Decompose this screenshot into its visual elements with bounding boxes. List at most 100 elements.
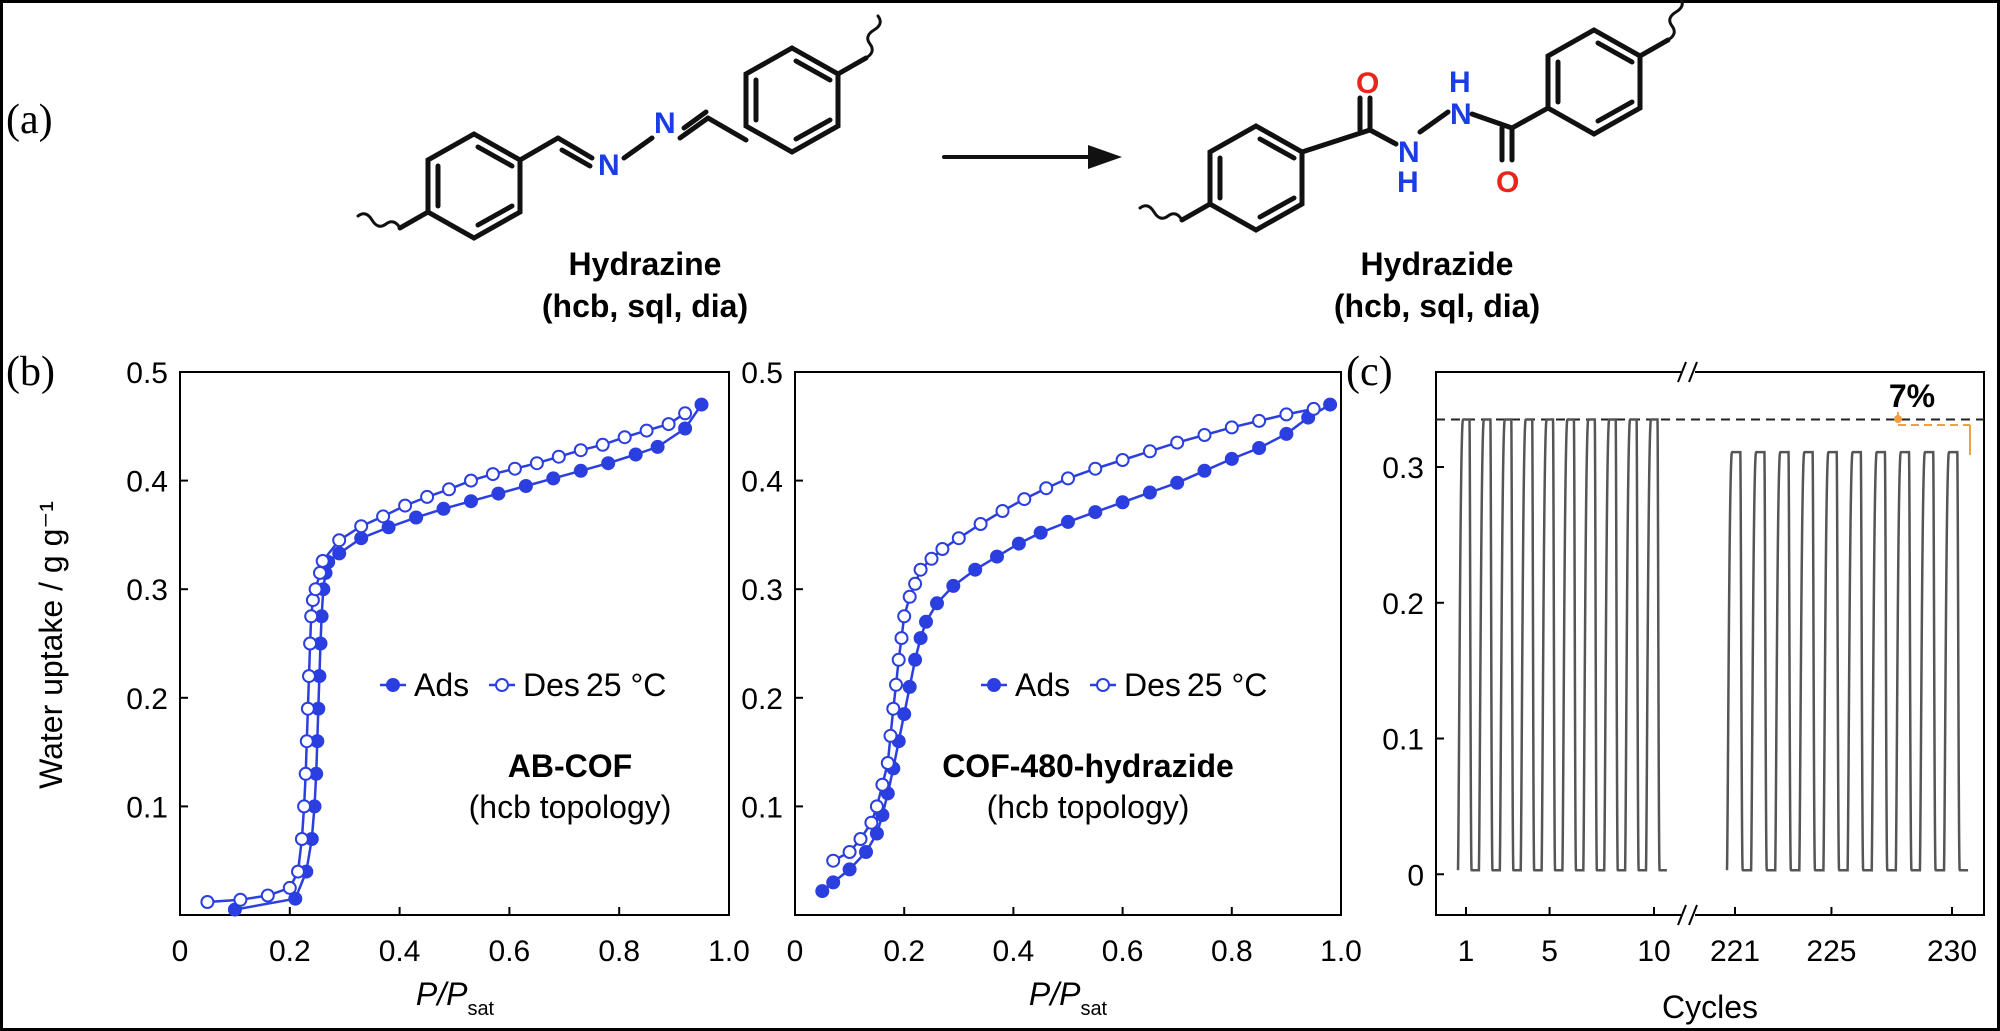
ring-double-bond	[793, 58, 833, 83]
sample-name: AB-COF	[508, 748, 632, 784]
data-point-ads	[815, 884, 830, 899]
data-point-des	[420, 489, 435, 504]
data-point-des	[902, 589, 917, 604]
data-point-des	[1142, 444, 1157, 459]
bond	[1179, 201, 1213, 223]
data-point-ads	[1224, 451, 1239, 466]
x-axis-title-sub: sat	[467, 998, 494, 1020]
hydrazine-structure	[356, 14, 882, 241]
data-point-des	[354, 519, 369, 534]
tick-group: 0 0.2 0.4 0.6 0.8 1.0 0.1 0.2 0.3 0.4 0.5	[741, 357, 1362, 968]
legend-ads-label: Ads	[414, 667, 469, 703]
data-point-des	[294, 832, 309, 846]
data-point-des	[894, 631, 909, 646]
legend-ads-marker	[386, 678, 400, 692]
data-point-des	[303, 636, 318, 651]
chart-cycling: Cycles 0 0.1 0.2 0.3 1 5 10 221 225 230 7%	[1382, 361, 1985, 1025]
bond	[1417, 109, 1451, 135]
x-axis-title: P/Psat	[1029, 976, 1108, 1020]
benzene-ring	[1207, 123, 1305, 233]
data-point-des	[842, 845, 857, 859]
data-point-des	[935, 542, 950, 556]
y-axis-title: Water uptake / g g⁻¹	[33, 501, 69, 789]
y-tick-label: 0.4	[126, 466, 168, 499]
data-point-des	[973, 517, 988, 531]
data-marks	[815, 397, 1338, 899]
hydrazide-topologies: (hcb, sql, dia)	[1334, 288, 1540, 324]
decay-marker	[1894, 415, 1902, 423]
bond	[705, 115, 749, 143]
wavy-bond	[356, 212, 402, 230]
x-tick-label: 221	[1710, 935, 1760, 968]
data-point-des	[1252, 413, 1267, 428]
ring-double-bond	[793, 117, 833, 142]
data-point-des	[1224, 420, 1239, 435]
y-tick-label: 0.3	[741, 574, 783, 607]
data-point-ads	[1088, 505, 1103, 520]
data-point-ads	[491, 486, 506, 501]
data-point-ads	[436, 501, 451, 516]
data-point-des	[951, 531, 966, 546]
data-point-des	[995, 504, 1010, 518]
data-point-ads	[902, 679, 917, 694]
atom-n: N	[1450, 98, 1472, 131]
data-point-des	[891, 652, 906, 667]
data-point-ads	[869, 826, 884, 841]
data-point-des	[875, 777, 890, 792]
data-point-des	[442, 482, 456, 497]
data-point-des	[1039, 481, 1054, 496]
data-point-ads	[1142, 485, 1157, 500]
y-tick-label: 0.1	[1382, 724, 1424, 757]
data-point-des	[298, 766, 313, 781]
data-point-des	[233, 892, 248, 907]
hydrazide-name: Hydrazide	[1361, 246, 1514, 282]
series-line-des	[207, 412, 686, 904]
atom-n: N	[598, 149, 620, 182]
bond	[835, 55, 869, 77]
data-point-des	[826, 853, 841, 868]
bond	[1299, 127, 1373, 155]
legend-des-label: Des	[523, 667, 580, 703]
data-point-des	[924, 551, 939, 566]
bond	[621, 135, 655, 161]
data-point-des	[551, 449, 566, 464]
data-point-des	[260, 888, 275, 903]
cycle-trace-1	[1725, 450, 1969, 872]
data-point-des	[908, 576, 923, 591]
plot-frame	[179, 371, 730, 916]
data-point-ads	[628, 447, 643, 462]
data-point-ads	[897, 707, 912, 722]
data-point-des	[1115, 453, 1130, 467]
x-tick-label: 0.8	[598, 935, 640, 968]
bond	[555, 135, 595, 161]
atom-n: N	[1398, 136, 1420, 169]
cycle-trace-0	[1456, 418, 1667, 872]
plot-frame	[794, 371, 1342, 916]
data-point-ads	[1115, 495, 1130, 510]
data-point-des	[897, 609, 912, 624]
benzene-ring	[1545, 27, 1643, 137]
y-tick-label: 0.3	[1382, 452, 1424, 485]
data-point-ads	[908, 652, 923, 667]
legend: Ads Des 25 °C	[981, 667, 1267, 703]
panel-label-a: (a)	[6, 97, 53, 143]
legend-des-marker	[1096, 678, 1110, 692]
data-point-des	[617, 430, 632, 445]
x-tick-label: 0.6	[1102, 935, 1144, 968]
data-point-ads	[1033, 525, 1048, 540]
y-tick-label: 0.1	[126, 791, 168, 824]
bond	[1367, 127, 1399, 147]
x-tick-label: 0.8	[1211, 935, 1253, 968]
x-tick-label: 1.0	[1320, 935, 1362, 968]
data-point-des	[464, 473, 478, 488]
data-point-des	[398, 498, 413, 513]
legend-des-marker	[495, 678, 509, 692]
data-point-des	[886, 701, 901, 716]
axis-break-top	[1677, 361, 1698, 383]
data-point-ads	[650, 439, 665, 454]
x-axis-title: Cycles	[1662, 989, 1758, 1025]
sample-topology: (hcb topology)	[469, 789, 672, 825]
data-point-ads	[409, 510, 424, 525]
